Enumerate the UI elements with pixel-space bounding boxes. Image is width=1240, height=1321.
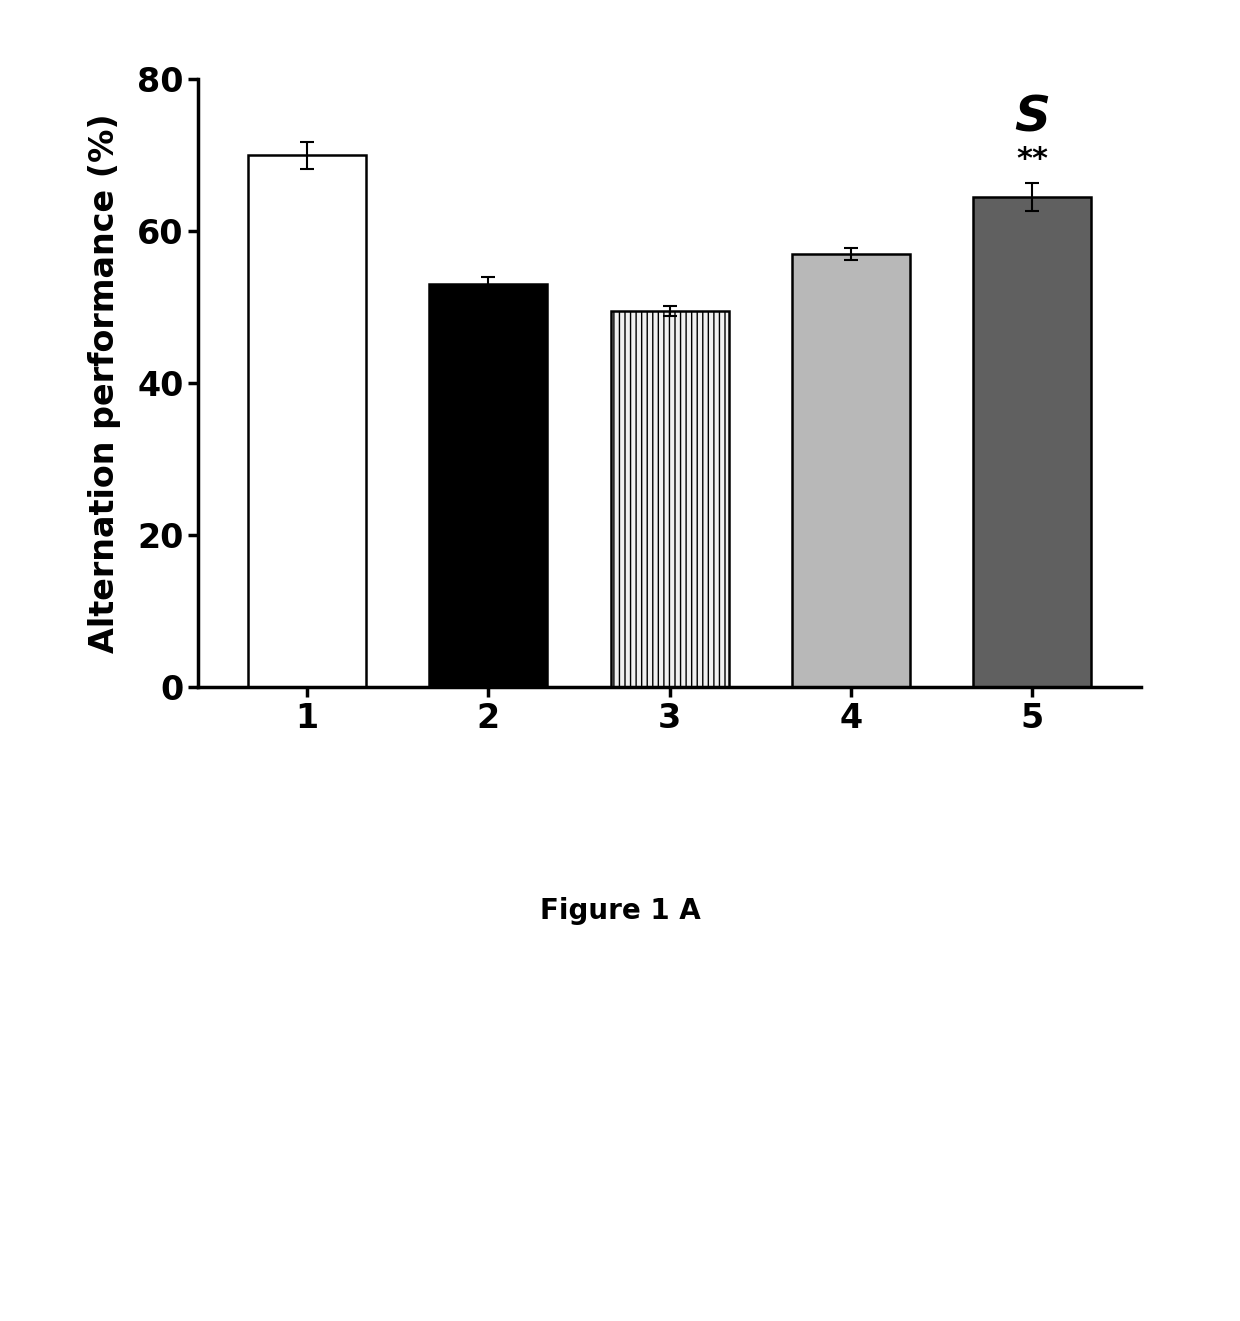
Bar	[792, 254, 910, 687]
Y-axis label: Alternation performance (%): Alternation performance (%)	[88, 114, 120, 653]
Text: Figure 1 A: Figure 1 A	[539, 897, 701, 926]
Bar	[429, 284, 547, 687]
Bar	[248, 155, 366, 687]
Text: **: **	[1016, 145, 1048, 174]
Bar	[611, 310, 729, 687]
Bar	[973, 197, 1091, 687]
Text: S: S	[1014, 94, 1050, 141]
